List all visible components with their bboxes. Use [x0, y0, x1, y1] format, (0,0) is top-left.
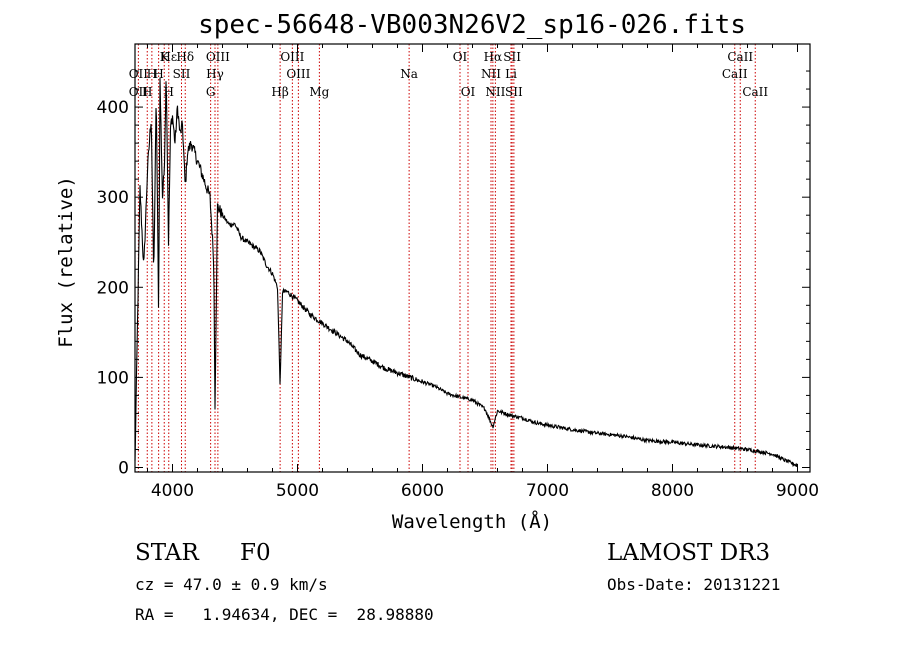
line-label: OII — [129, 67, 149, 81]
line-label: Hε — [160, 50, 177, 64]
object-class: STAR — [135, 540, 199, 566]
line-label: OI — [461, 85, 476, 99]
survey-name: LAMOST DR3 — [607, 540, 770, 566]
line-label: OII — [129, 85, 149, 99]
line-label: G — [206, 85, 216, 99]
x-tick-label: 6000 — [401, 481, 444, 501]
line-label: OIII — [286, 67, 310, 81]
plot-frame — [134, 43, 811, 473]
line-label: CaII — [722, 67, 748, 81]
line-label: H — [147, 67, 157, 81]
y-tick-label: 100 — [97, 368, 129, 388]
spectrum-series-line — [134, 77, 799, 468]
chart-title: spec-56648-VB003N26V2_sp16-026.fits — [198, 10, 746, 40]
y-tick-label: 300 — [97, 188, 129, 208]
line-label: OI — [453, 50, 468, 64]
x-tick-label: 8000 — [651, 481, 694, 501]
x-axis-label: Wavelength (Å) — [392, 510, 552, 533]
line-label: SII — [505, 85, 523, 99]
line-label: CaII — [727, 50, 753, 64]
y-tick-label: 0 — [118, 458, 129, 478]
x-tick-label: 9000 — [776, 481, 819, 501]
line-label: H — [164, 85, 174, 99]
y-tick-label: 200 — [97, 278, 129, 298]
x-tick-label: 5000 — [276, 481, 319, 501]
x-tick-label: 4000 — [151, 481, 194, 501]
line-label: Hβ — [271, 85, 288, 99]
redshift-cz: cz = 47.0 ± 0.9 km/s — [135, 575, 328, 594]
line-label: Na — [400, 67, 418, 81]
line-label: Mg — [309, 85, 329, 99]
spectral-line-markers — [137, 44, 756, 472]
line-label: NII — [481, 67, 501, 81]
line-label: NII — [485, 85, 505, 99]
line-label: SII — [173, 67, 191, 81]
axis-ticks: 4000 5000 6000 7000 8000 9000 0 100 200 300 400 — [97, 44, 819, 501]
ra-dec: RA = 1.94634, DEC = 28.98880 — [135, 605, 434, 624]
y-tick-label: 400 — [97, 98, 129, 118]
line-label: SII — [503, 50, 521, 64]
line-label: Hδ — [176, 50, 194, 64]
line-label: Hα — [484, 50, 503, 64]
line-label: CaII — [742, 85, 768, 99]
y-axis-label: Flux (relative) — [55, 176, 77, 348]
line-label: OIII — [280, 50, 304, 64]
x-tick-label: 7000 — [526, 481, 569, 501]
object-subclass: F0 — [240, 540, 271, 566]
line-label: H — [142, 85, 152, 99]
line-label: Hγ — [206, 67, 224, 81]
obs-date: Obs-Date: 20131221 — [607, 575, 780, 594]
line-label: OIII — [206, 50, 230, 64]
line-label: Li — [505, 67, 517, 81]
line-label: H — [153, 67, 163, 81]
line-label: K — [160, 50, 170, 64]
